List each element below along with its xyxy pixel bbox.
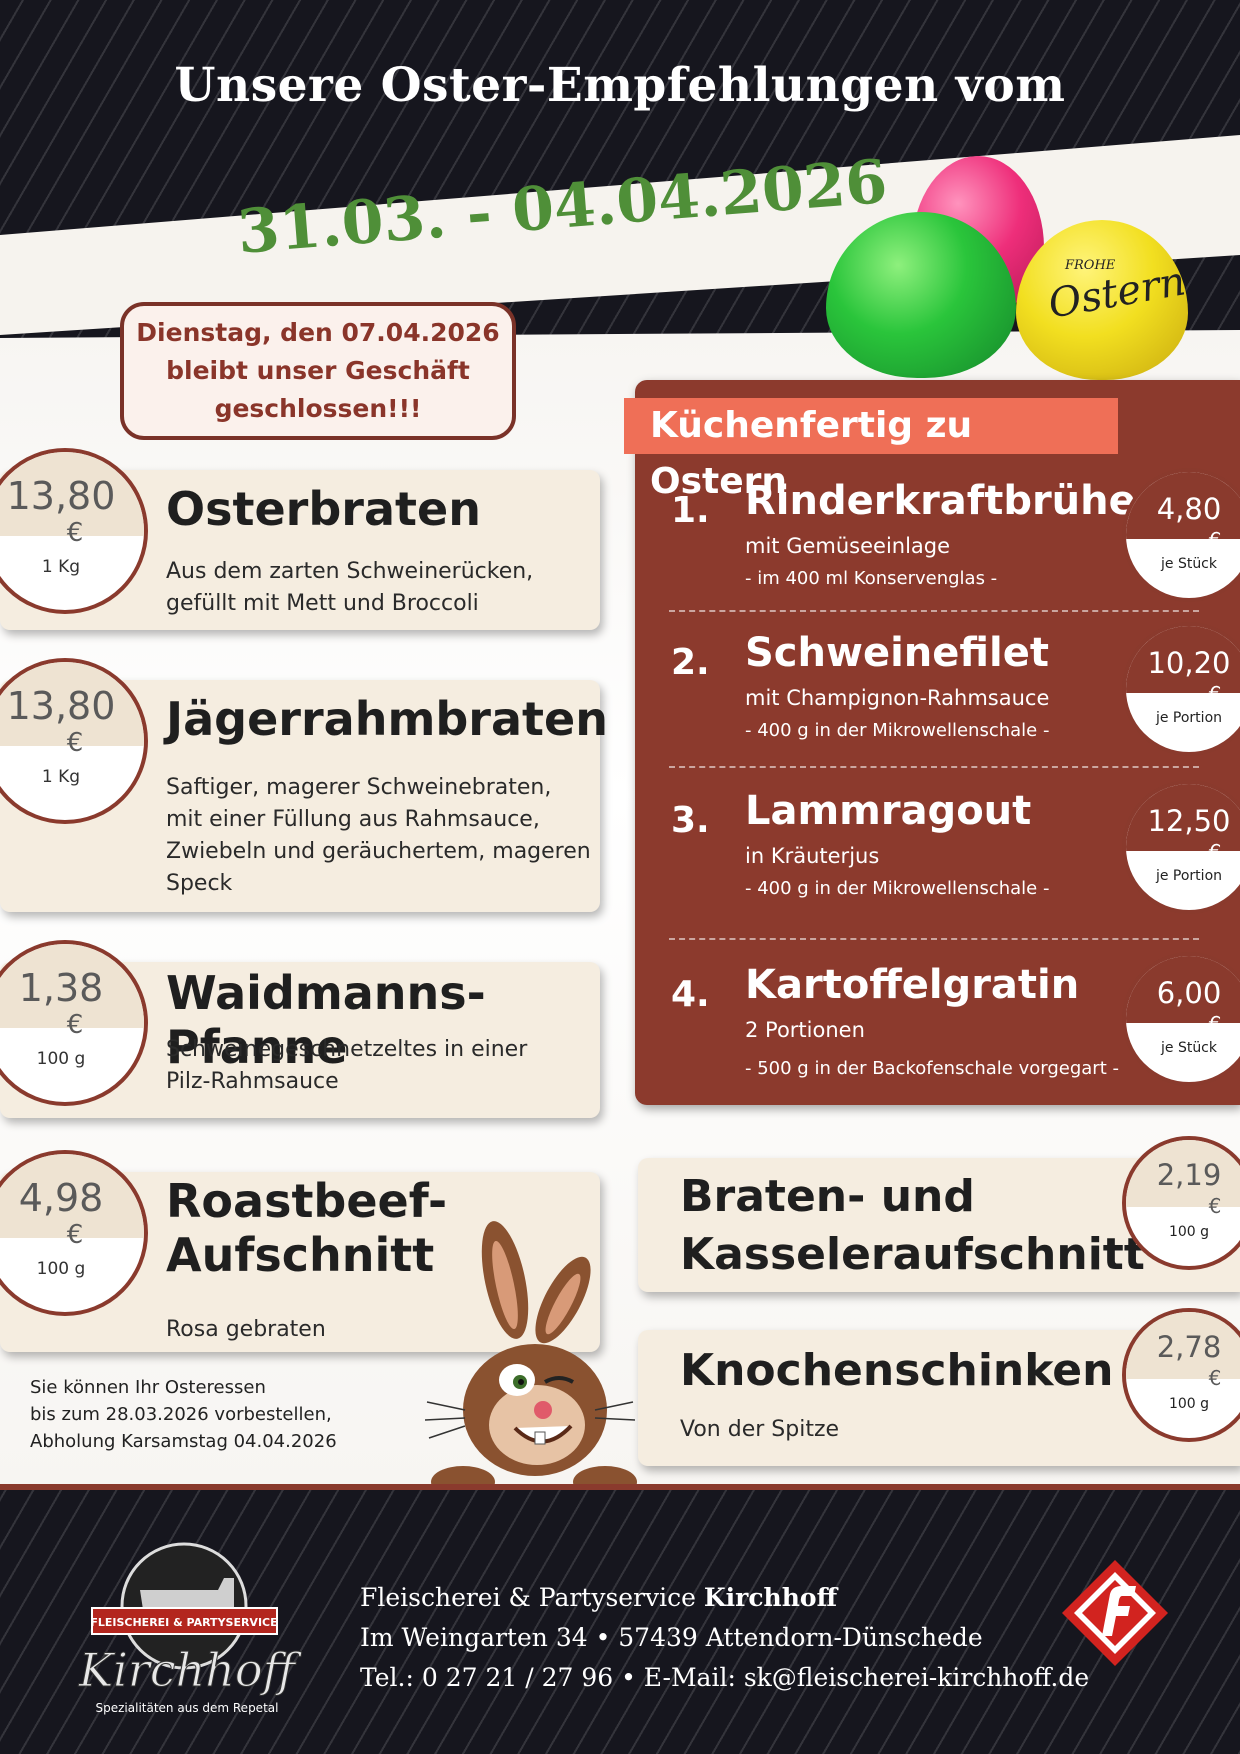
price-unit: 1 Kg	[41, 767, 81, 787]
price-unit: 100 g	[1168, 1224, 1210, 1240]
item-number: 3.	[671, 800, 710, 841]
logo-tagline: Spezialitäten aus dem Repetal	[96, 1701, 279, 1715]
company-label: Fleischerei & Partyservice	[360, 1583, 704, 1612]
kitchen-ready-title: Küchenfertig zu Ostern	[624, 398, 1118, 502]
price-unit: 100 g	[36, 1049, 86, 1069]
item-name: Schweinefilet	[745, 630, 1050, 676]
logo-banner: FLEISCHEREI & PARTYSERVICE	[90, 1616, 277, 1629]
easter-bunny-illustration	[425, 1221, 637, 1498]
item-note: - im 400 ml Konservenglas -	[745, 568, 998, 589]
item-subtitle: mit Champignon-Rahmsauce	[745, 686, 1050, 710]
price-value: 6,00	[1156, 976, 1222, 1010]
page-headline: Unsere Oster-Empfehlungen vom	[174, 58, 1066, 113]
product-description: Rosa gebraten	[166, 1317, 326, 1342]
price-badge: 10,20 € je Portion	[1122, 622, 1240, 756]
item-note: - 400 g in der Mikrowellenschale -	[745, 720, 1050, 741]
price-value: 4,98	[18, 1176, 104, 1220]
item-number: 4.	[671, 974, 710, 1015]
price-badge: 1,38 € 100 g	[0, 940, 148, 1106]
product-description: Von der Spitze	[680, 1417, 840, 1442]
price-value: 12,50	[1147, 804, 1231, 838]
item-note: - 400 g in der Mikrowellenschale -	[745, 878, 1050, 899]
price-currency: €	[66, 1220, 84, 1250]
logo-name: Kirchhoff	[78, 1643, 303, 1697]
price-unit: je Stück	[1160, 556, 1217, 572]
item-divider	[669, 938, 1199, 940]
item-divider	[669, 766, 1199, 768]
price-value: 2,78	[1156, 1330, 1222, 1364]
price-badge: 13,80 € 1 Kg	[0, 658, 148, 824]
price-currency: €	[1208, 840, 1222, 864]
footer-phone-email: Tel.: 0 27 21 / 27 96 • E-Mail: sk@fleis…	[360, 1663, 1090, 1692]
product-title: Jägerrahmbraten	[166, 692, 608, 746]
price-value: 10,20	[1147, 646, 1231, 680]
price-currency: €	[1208, 1012, 1222, 1036]
item-note: - 500 g in der Backofenschale vorgegart …	[745, 1058, 1119, 1079]
product-title: Braten- und Kasseleraufschnitt	[680, 1171, 1145, 1280]
footer-divider	[0, 1484, 1240, 1490]
item-name: Lammragout	[745, 788, 1032, 834]
item-subtitle: mit Gemüseeinlage	[745, 534, 951, 558]
item-divider	[669, 610, 1199, 612]
egg-lettering-small: FROHE	[1065, 258, 1116, 273]
footer-line-1: Fleischerei & Partyservice Kirchhoff	[360, 1578, 1089, 1618]
product-description: Aus dem zarten Schweinerücken, gefüllt m…	[166, 559, 534, 616]
price-badge: 13,80 € 1 Kg	[0, 448, 148, 614]
price-badge: 4,98 € 100 g	[0, 1150, 148, 1316]
product-title: Waidmanns-Pfanne	[166, 966, 486, 1074]
preorder-note: Sie können Ihr Osteressen bis zum 28.03.…	[30, 1377, 337, 1452]
company-name: Kirchhoff	[703, 1583, 838, 1612]
price-unit: je Portion	[1155, 710, 1223, 726]
price-currency: €	[66, 728, 84, 758]
green-egg-icon	[826, 212, 1016, 378]
butcher-guild-f-icon	[1062, 1560, 1168, 1666]
item-number: 1.	[671, 490, 710, 531]
price-currency: €	[1208, 682, 1222, 706]
price-badge: 12,50 € je Portion	[1122, 780, 1240, 914]
price-unit: je Stück	[1160, 1040, 1217, 1056]
easter-eggs-image: FROHE Ostern	[820, 150, 1200, 385]
price-unit: je Portion	[1155, 868, 1223, 884]
price-unit: 100 g	[36, 1259, 86, 1279]
product-card-waidmanns-pfanne: Waidmanns-Pfanne Schweinegeschnetzeltes …	[0, 962, 600, 1118]
product-description: Saftiger, magerer Schweinebraten, mit ei…	[166, 775, 591, 896]
product-title: Knochenschinken	[680, 1345, 1114, 1396]
price-currency: €	[66, 1010, 84, 1040]
price-badge: 2,19 € 100 g	[1122, 1136, 1240, 1270]
price-badge: 2,78 € 100 g	[1122, 1308, 1240, 1442]
footer-address: Im Weingarten 34 • 57439 Attendorn-Dünsc…	[360, 1623, 983, 1652]
price-currency: €	[1208, 528, 1222, 552]
closed-notice: Dienstag, den 07.04.2026 bleibt unser Ge…	[120, 302, 516, 440]
price-value: 4,80	[1156, 492, 1222, 526]
price-value: 1,38	[18, 966, 104, 1010]
price-currency: €	[66, 518, 84, 548]
price-currency: €	[1208, 1366, 1222, 1390]
item-subtitle: 2 Portionen	[745, 1018, 865, 1042]
kirchhoff-logo: FLEISCHEREI & PARTYSERVICE Kirchhoff Spe…	[77, 1542, 303, 1715]
price-value: 13,80	[6, 474, 116, 518]
item-number: 2.	[671, 642, 710, 683]
item-subtitle: in Kräuterjus	[745, 844, 880, 868]
price-badge: 6,00 € je Stück	[1122, 952, 1240, 1086]
item-name: Rinderkraftbrühe	[745, 478, 1136, 524]
price-badge: 4,80 € je Stück	[1122, 468, 1240, 602]
price-currency: €	[1208, 1194, 1222, 1218]
product-title: Roastbeef- Aufschnitt	[166, 1174, 448, 1282]
footer-contact: Fleischerei & Partyservice Kirchhoff Im …	[360, 1578, 1089, 1698]
product-title: Osterbraten	[166, 482, 481, 536]
yellow-egg-icon	[1016, 220, 1188, 380]
price-value: 13,80	[6, 684, 116, 728]
price-unit: 1 Kg	[41, 557, 81, 577]
item-name: Kartoffelgratin	[745, 962, 1080, 1008]
price-value: 2,19	[1156, 1158, 1222, 1192]
product-description: Schweinegeschnetzeltes in einer Pilz-Rah…	[166, 1037, 528, 1094]
price-unit: 100 g	[1168, 1396, 1210, 1412]
